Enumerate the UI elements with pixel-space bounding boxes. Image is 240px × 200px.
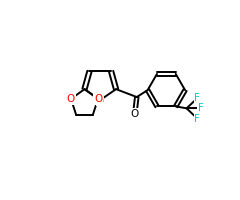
Text: O: O [94, 94, 102, 104]
Text: F: F [194, 93, 200, 103]
Text: O: O [67, 94, 75, 104]
Text: F: F [194, 114, 200, 124]
Text: F: F [198, 103, 204, 113]
Text: S: S [97, 95, 104, 105]
Text: O: O [131, 109, 139, 119]
